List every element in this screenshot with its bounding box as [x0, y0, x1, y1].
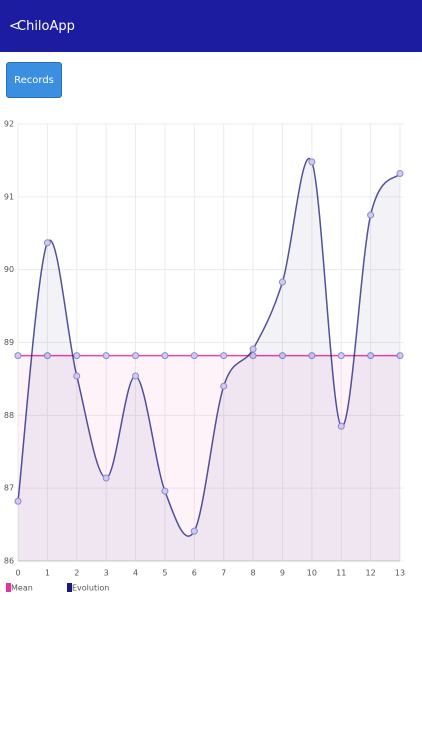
x-tick-label: 10 [307, 569, 317, 578]
back-button[interactable]: < [9, 19, 20, 34]
point [308, 158, 316, 166]
legend-swatch [67, 583, 72, 592]
y-tick-label: 90 [4, 265, 14, 274]
point [367, 211, 375, 219]
point [132, 372, 140, 380]
point [367, 352, 375, 360]
point [161, 352, 169, 360]
line [17, 157, 401, 537]
point [278, 352, 286, 360]
y-tick-label: 89 [4, 338, 14, 347]
point [161, 487, 169, 495]
x-tick-label: 6 [192, 569, 197, 578]
point [43, 239, 51, 247]
y-tick-label: 92 [4, 120, 14, 129]
header: < ChiloApp [0, 0, 422, 52]
point [308, 352, 316, 360]
x-tick-label: 9 [280, 569, 285, 578]
point [337, 352, 345, 360]
area [18, 355, 400, 561]
y-tick-label: 88 [4, 411, 14, 420]
point [220, 382, 228, 390]
point [278, 278, 286, 286]
x-tick-label: 11 [336, 569, 346, 578]
area [18, 158, 400, 561]
point [14, 352, 22, 360]
point [220, 352, 228, 360]
point [190, 527, 198, 535]
legend-label: Evolution [72, 584, 109, 593]
point [249, 345, 257, 353]
x-tick-label: 8 [251, 569, 256, 578]
point [337, 422, 345, 430]
point [249, 352, 257, 360]
point [396, 170, 404, 178]
point [190, 352, 198, 360]
x-tick-label: 5 [162, 569, 167, 578]
records-button[interactable]: Records [6, 62, 62, 98]
x-tick-label: 0 [15, 569, 20, 578]
y-tick-label: 87 [4, 484, 14, 493]
y-tick-label: 91 [4, 192, 14, 201]
point [43, 352, 51, 360]
app-title: ChiloApp [17, 19, 75, 34]
point [14, 497, 22, 505]
point [73, 372, 81, 380]
x-tick-label: 3 [104, 569, 109, 578]
x-tick-label: 12 [366, 569, 376, 578]
x-tick-label: 4 [133, 569, 138, 578]
y-tick-label: 86 [4, 557, 14, 566]
point [396, 352, 404, 360]
legend-label: Mean [11, 584, 33, 593]
point [73, 352, 81, 360]
point [132, 352, 140, 360]
x-tick-label: 13 [395, 569, 405, 578]
legend-swatch [6, 583, 11, 592]
x-tick-label: 7 [221, 569, 226, 578]
x-tick-label: 2 [74, 569, 79, 578]
point [102, 474, 110, 482]
point [102, 352, 110, 360]
x-tick-label: 1 [45, 569, 50, 578]
